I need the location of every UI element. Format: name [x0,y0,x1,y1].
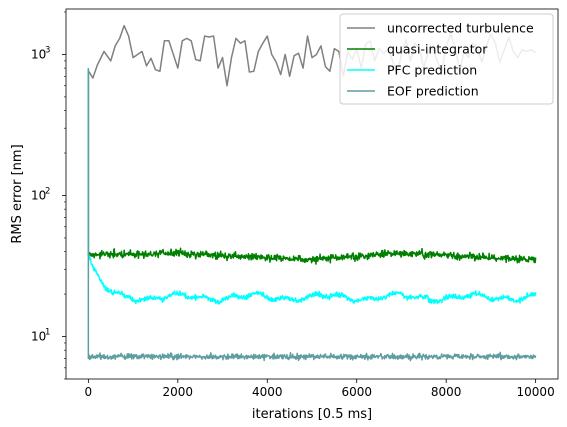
legend-label: quasi-integrator [387,42,488,57]
x-tick-label: 4000 [252,385,283,399]
x-tick-label: 0 [85,385,93,399]
y-tick-label-exponent: 1 [45,328,50,338]
x-tick-label: 2000 [163,385,194,399]
plot-frame [65,8,559,380]
legend: uncorrected turbulence quasi-integrator PF… [339,13,554,105]
x-tick-label: 10000 [517,385,555,399]
series-line-pfc-prediction [87,69,537,305]
x-tick-label: 6000 [341,385,372,399]
y-tick-label-base: 10 [31,330,46,344]
x-tick-label: 8000 [431,385,462,399]
legend-label: EOF prediction [387,84,479,99]
y-tick-label-base: 10 [31,47,46,61]
y-tick-label-exponent: 2 [45,186,50,196]
x-axis-label: iterations [0.5 ms] [252,407,372,422]
legend-label: uncorrected turbulence [387,21,534,36]
y-tick-label-exponent: 3 [45,45,50,55]
legend-label: PFC prediction [387,63,477,78]
y-tick-label-base: 10 [31,188,46,202]
legend-box [339,13,554,105]
x-axis-ticks: 0 2000 4000 6000 8000 10000 [85,379,555,399]
y-axis-label: RMS error [nm] [10,144,25,243]
series-line-quasi-integrator [87,69,537,265]
series-line-eof-prediction [87,68,537,362]
